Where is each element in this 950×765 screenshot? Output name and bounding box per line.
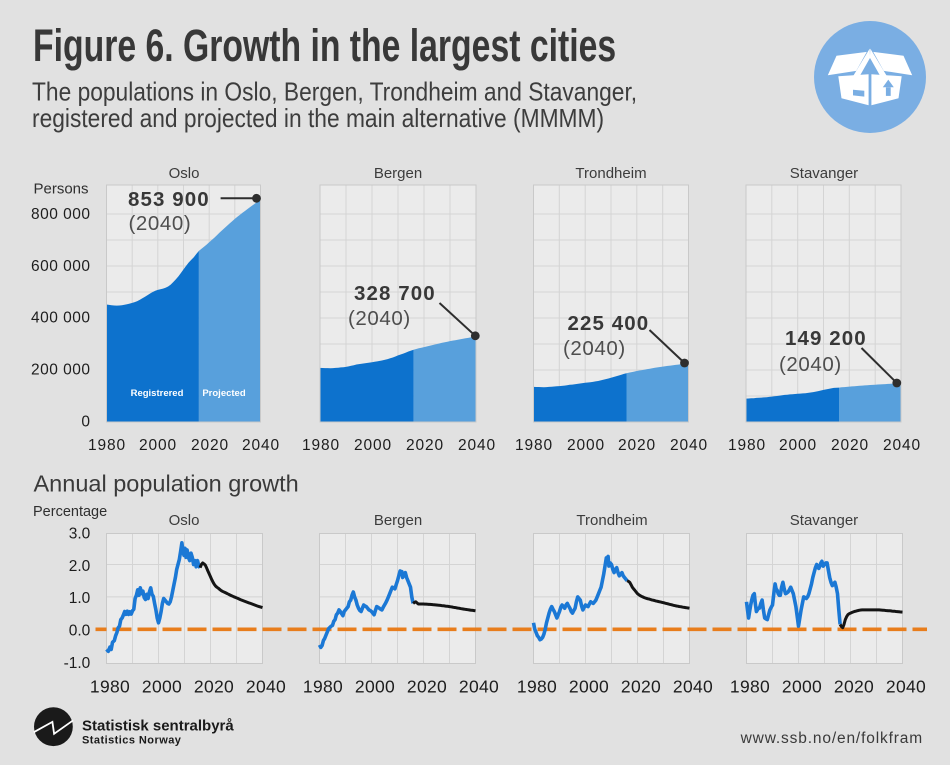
svg-text:1980: 1980 (730, 676, 770, 696)
svg-text:Bergen: Bergen (374, 512, 422, 529)
svg-text:Trondheim: Trondheim (576, 512, 647, 529)
svg-text:registered and projected in th: registered and projected in the main alt… (32, 105, 604, 134)
svg-text:2020: 2020 (834, 676, 874, 696)
svg-text:Oslo: Oslo (169, 165, 200, 182)
svg-text:Stavanger: Stavanger (790, 512, 858, 529)
svg-text:225 400: 225 400 (568, 312, 650, 335)
svg-text:Statistisk sentralbyrå: Statistisk sentralbyrå (82, 718, 234, 735)
svg-text:1980: 1980 (90, 676, 130, 696)
svg-text:2000: 2000 (139, 437, 177, 454)
svg-text:Oslo: Oslo (169, 512, 200, 529)
svg-text:2000: 2000 (569, 676, 609, 696)
svg-text:Projected: Projected (202, 388, 245, 399)
svg-text:600 000: 600 000 (31, 258, 91, 275)
svg-text:The populations in Oslo, Berge: The populations in Oslo, Bergen, Trondhe… (32, 78, 637, 107)
svg-text:1980: 1980 (517, 676, 557, 696)
svg-text:2020: 2020 (618, 437, 656, 454)
svg-text:2.0: 2.0 (69, 558, 91, 575)
svg-text:853 900: 853 900 (128, 188, 210, 211)
svg-text:2000: 2000 (354, 437, 392, 454)
svg-text:1.0: 1.0 (69, 590, 91, 607)
svg-text:328 700: 328 700 (354, 282, 436, 305)
svg-text:-1.0: -1.0 (64, 655, 91, 672)
svg-text:Bergen: Bergen (374, 165, 422, 182)
svg-text:400 000: 400 000 (31, 310, 91, 327)
svg-text:Trondheim: Trondheim (575, 165, 646, 182)
svg-text:2000: 2000 (779, 437, 817, 454)
svg-text:1980: 1980 (728, 437, 766, 454)
svg-text:Stavanger: Stavanger (790, 165, 858, 182)
svg-text:(2040): (2040) (129, 212, 192, 235)
svg-text:200 000: 200 000 (31, 362, 91, 379)
svg-text:(2040): (2040) (779, 353, 842, 376)
svg-text:(2040): (2040) (348, 307, 411, 330)
svg-text:2020: 2020 (194, 676, 234, 696)
svg-text:800 000: 800 000 (31, 206, 91, 223)
svg-text:2040: 2040 (883, 437, 921, 454)
svg-text:2020: 2020 (406, 437, 444, 454)
svg-text:2020: 2020 (621, 676, 661, 696)
svg-text:2040: 2040 (670, 437, 708, 454)
svg-text:Persons: Persons (34, 181, 89, 198)
svg-text:2020: 2020 (407, 676, 447, 696)
svg-text:2000: 2000 (567, 437, 605, 454)
svg-text:2040: 2040 (246, 676, 286, 696)
svg-text:1980: 1980 (515, 437, 553, 454)
svg-text:1980: 1980 (302, 437, 340, 454)
svg-text:3.0: 3.0 (69, 525, 91, 542)
svg-text:2000: 2000 (355, 676, 395, 696)
svg-text:(2040): (2040) (563, 337, 626, 360)
svg-text:1980: 1980 (88, 437, 126, 454)
svg-text:Annual population growth: Annual population growth (34, 471, 299, 497)
svg-text:2000: 2000 (142, 676, 182, 696)
svg-text:2020: 2020 (191, 437, 229, 454)
svg-text:2000: 2000 (782, 676, 822, 696)
svg-text:2040: 2040 (242, 437, 280, 454)
svg-text:Percentage: Percentage (33, 504, 107, 520)
svg-text:2040: 2040 (458, 437, 496, 454)
svg-text:0: 0 (81, 414, 90, 431)
svg-text:2020: 2020 (831, 437, 869, 454)
svg-text:149 200: 149 200 (785, 327, 867, 350)
svg-text:2040: 2040 (673, 676, 713, 696)
svg-text:www.ssb.no/en/folkfram: www.ssb.no/en/folkfram (740, 730, 923, 747)
svg-text:Statistics Norway: Statistics Norway (82, 735, 182, 747)
svg-text:Figure 6. Growth in the larges: Figure 6. Growth in the largest cities (33, 21, 616, 71)
svg-text:2040: 2040 (886, 676, 926, 696)
svg-text:1980: 1980 (303, 676, 343, 696)
svg-text:0.0: 0.0 (69, 623, 91, 640)
svg-text:2040: 2040 (459, 676, 499, 696)
svg-text:Registrered: Registrered (131, 388, 184, 399)
